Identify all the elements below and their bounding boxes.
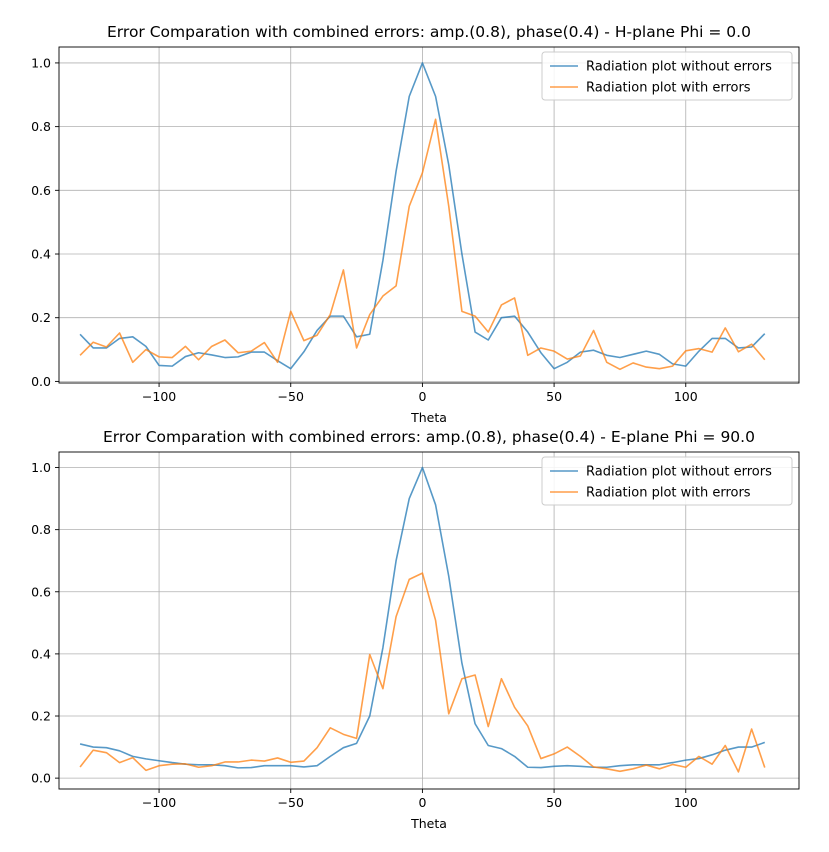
axes-frame	[58, 451, 800, 790]
series-line-0	[79, 466, 766, 769]
y-tick-label: 0.8	[31, 522, 51, 537]
x-tick-label: 100	[674, 389, 698, 404]
y-tick-label: 0.2	[31, 709, 51, 724]
chart-title: Error Comparation with combined errors: …	[107, 23, 751, 41]
legend-label-1: Radiation plot with errors	[586, 81, 751, 96]
y-tick-label: 0.2	[31, 310, 51, 325]
x-axis-label: Theta	[410, 410, 447, 425]
x-tick-label: 0	[418, 795, 426, 810]
y-tick-label: 0.4	[31, 247, 51, 262]
legend-box	[541, 456, 793, 506]
chart-title: Error Comparation with combined errors: …	[103, 428, 755, 446]
y-tick-label: 0.8	[31, 119, 51, 134]
legend-label-0: Radiation plot without errors	[586, 465, 772, 480]
axes-frame	[58, 46, 800, 384]
series-line-0	[79, 62, 766, 370]
x-tick-label: 0	[418, 389, 426, 404]
y-tick-label: 0.6	[31, 584, 51, 599]
x-tick-label: 50	[546, 389, 562, 404]
h-plane-subplot: −100 −50 0 50 100 0.0 0.2 0.4 0.6 0.8 1.0 Error Com…	[31, 23, 800, 425]
legend-label-1: Radiation plot with errors	[586, 486, 751, 501]
x-tick-label: −100	[142, 389, 176, 404]
x-tick-label: −100	[142, 795, 176, 810]
y-tick-label: 0.0	[31, 374, 51, 389]
x-axis-label: Theta	[410, 816, 447, 831]
legend-box	[541, 51, 793, 101]
series-line-1	[79, 572, 766, 773]
y-tick-label: 0.0	[31, 771, 51, 786]
x-tick-label: 50	[546, 795, 562, 810]
legend-label-0: Radiation plot without errors	[586, 60, 772, 75]
x-tick-label: 100	[674, 795, 698, 810]
y-tick-label: 1.0	[31, 55, 51, 70]
x-tick-label: −50	[278, 389, 304, 404]
e-plane-subplot: −100 −50 0 50 100 0.0 0.2 0.4 0.6 0.8 1.0 Error Com…	[31, 428, 800, 831]
y-tick-label: 0.6	[31, 183, 51, 198]
series-line-1	[79, 118, 766, 371]
y-tick-label: 0.4	[31, 646, 51, 661]
x-tick-label: −50	[278, 795, 304, 810]
y-tick-label: 1.0	[31, 460, 51, 475]
